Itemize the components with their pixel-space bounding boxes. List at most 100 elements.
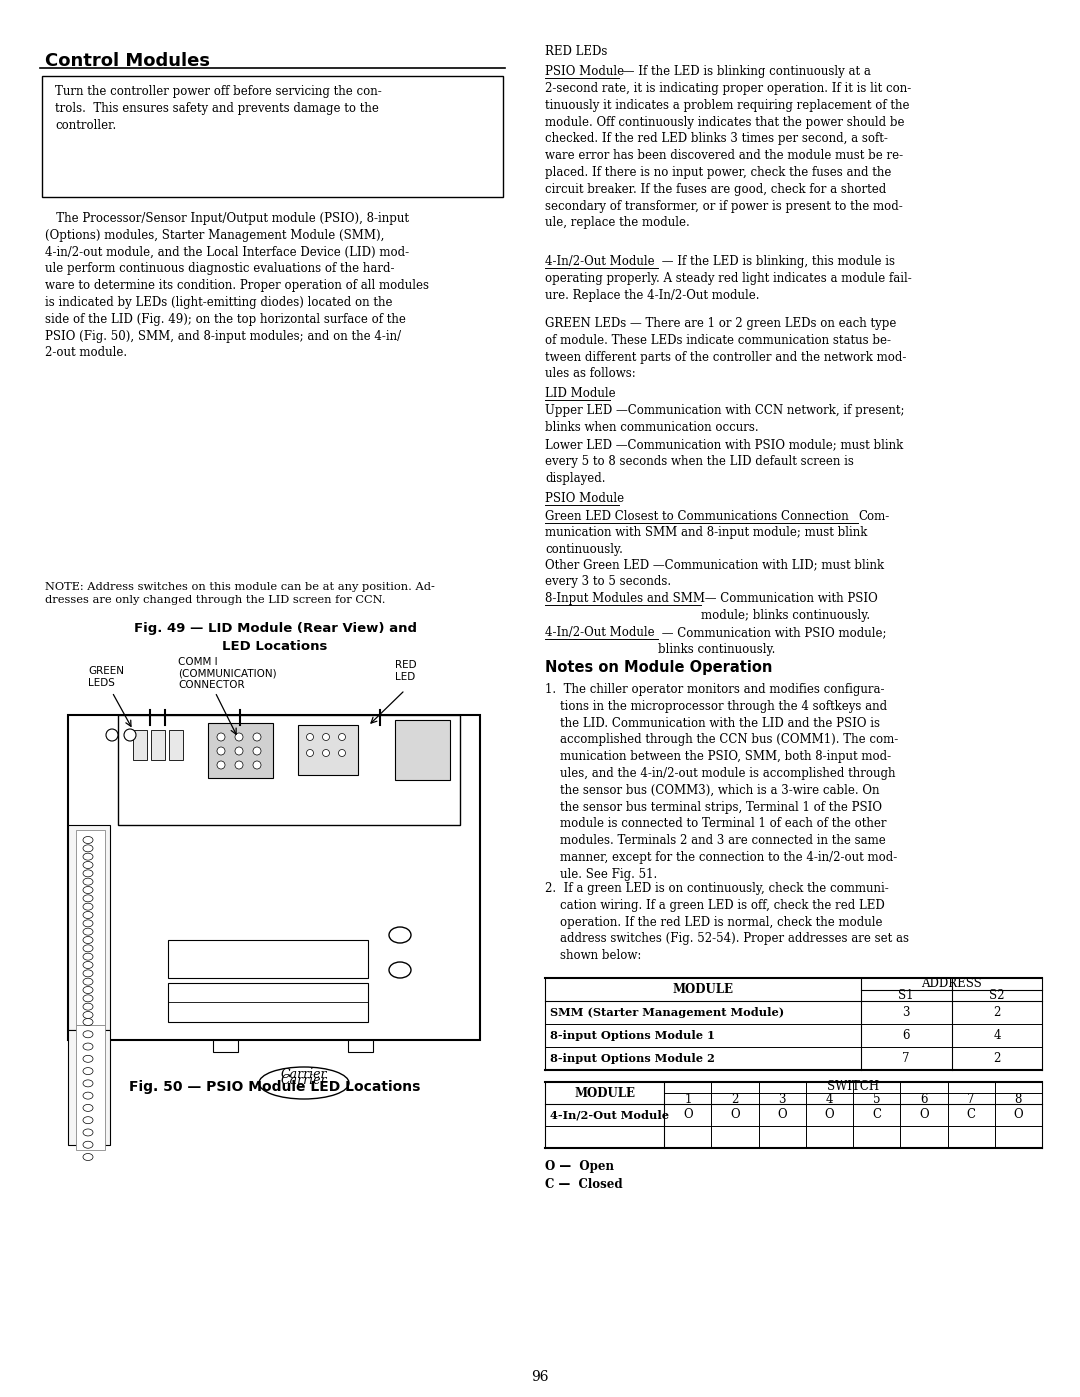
Ellipse shape — [389, 963, 411, 978]
Ellipse shape — [83, 870, 93, 877]
Ellipse shape — [83, 845, 93, 852]
Text: Fig. 50 — PSIO Module LED Locations: Fig. 50 — PSIO Module LED Locations — [130, 1080, 421, 1094]
Ellipse shape — [235, 747, 243, 754]
Bar — [76, 1025, 105, 1150]
Text: PSIO Module: PSIO Module — [545, 66, 624, 78]
Text: Carrier: Carrier — [281, 1069, 327, 1081]
Text: 4: 4 — [994, 1030, 1001, 1042]
Text: PSIO Module: PSIO Module — [545, 492, 624, 504]
Text: 1.  The chiller operator monitors and modifies configura-
    tions in the micro: 1. The chiller operator monitors and mod… — [545, 683, 899, 880]
Text: 96: 96 — [531, 1370, 549, 1384]
Ellipse shape — [323, 750, 329, 757]
Text: The Processor/Sensor Input/Output module (PSIO), 8-input
(Options) modules, Star: The Processor/Sensor Input/Output module… — [45, 212, 429, 359]
Ellipse shape — [338, 750, 346, 757]
Ellipse shape — [83, 1092, 93, 1099]
Ellipse shape — [83, 1018, 93, 1025]
Text: — Communication with PSIO module;
blinks continuously.: — Communication with PSIO module; blinks… — [658, 626, 887, 655]
Ellipse shape — [83, 1003, 93, 1010]
Ellipse shape — [253, 761, 261, 768]
Text: S1: S1 — [899, 989, 914, 1003]
Ellipse shape — [83, 1154, 93, 1161]
Text: 3: 3 — [779, 1092, 786, 1105]
Text: 2-second rate, it is indicating proper operation. If it is lit con-
tinuously it: 2-second rate, it is indicating proper o… — [545, 82, 912, 229]
Ellipse shape — [235, 761, 243, 768]
Bar — [42, 75, 503, 197]
Text: 7: 7 — [968, 1092, 975, 1105]
Text: Notes on Module Operation: Notes on Module Operation — [545, 659, 772, 675]
Text: Fig. 49 — LID Module (Rear View) and: Fig. 49 — LID Module (Rear View) and — [134, 622, 417, 636]
Ellipse shape — [83, 1011, 93, 1018]
Text: S2: S2 — [989, 989, 1004, 1003]
Text: Com-: Com- — [858, 510, 889, 522]
Text: Turn the controller power off before servicing the con-
trols.  This ensures saf: Turn the controller power off before ser… — [55, 85, 381, 131]
Text: — If the LED is blinking, this module is: — If the LED is blinking, this module is — [658, 256, 895, 268]
Bar — [298, 725, 357, 775]
Ellipse shape — [83, 879, 93, 886]
Text: 1: 1 — [685, 1092, 691, 1105]
Text: 6: 6 — [920, 1092, 928, 1105]
Text: 3: 3 — [902, 1006, 909, 1018]
Text: COMM I
(COMMUNICATION)
CONNECTOR: COMM I (COMMUNICATION) CONNECTOR — [178, 657, 276, 690]
Text: Green LED Closest to Communications Connection: Green LED Closest to Communications Conn… — [545, 510, 849, 522]
Ellipse shape — [323, 733, 329, 740]
Ellipse shape — [83, 1055, 93, 1062]
Ellipse shape — [83, 862, 93, 869]
Ellipse shape — [83, 986, 93, 993]
Text: 2.  If a green LED is on continuously, check the communi-
    cation wiring. If : 2. If a green LED is on continuously, ch… — [545, 882, 909, 963]
Ellipse shape — [83, 854, 93, 861]
Text: operating properly. A steady red light indicates a module fail-
ure. Replace the: operating properly. A steady red light i… — [545, 272, 912, 302]
Bar — [68, 826, 110, 1030]
Ellipse shape — [83, 928, 93, 935]
Ellipse shape — [83, 961, 93, 968]
Text: C: C — [967, 1108, 975, 1122]
Text: 2: 2 — [731, 1092, 739, 1105]
Text: RED
LED: RED LED — [395, 659, 417, 682]
Text: O: O — [683, 1108, 692, 1122]
Text: 4-In/2-Out Module: 4-In/2-Out Module — [550, 1109, 669, 1120]
Ellipse shape — [83, 1031, 93, 1038]
Text: MODULE: MODULE — [672, 983, 733, 996]
Text: — Communication with PSIO
module; blinks continuously.: — Communication with PSIO module; blinks… — [701, 592, 878, 622]
Ellipse shape — [83, 1129, 93, 1136]
Ellipse shape — [83, 1141, 93, 1148]
Text: 5: 5 — [873, 1092, 880, 1105]
Text: O —  Open: O — Open — [545, 1160, 615, 1173]
Ellipse shape — [83, 904, 93, 911]
Ellipse shape — [83, 1116, 93, 1123]
Ellipse shape — [124, 729, 136, 740]
Text: 6: 6 — [902, 1030, 909, 1042]
Ellipse shape — [259, 1067, 349, 1099]
Ellipse shape — [83, 911, 93, 918]
Bar — [213, 1039, 238, 1052]
Text: 4-In/2-Out Module: 4-In/2-Out Module — [545, 626, 654, 638]
Bar — [151, 731, 165, 760]
Ellipse shape — [83, 1067, 93, 1074]
Text: O: O — [825, 1108, 835, 1122]
Bar — [168, 731, 183, 760]
Text: Lower LED —Communication with PSIO module; must blink
every 5 to 8 seconds when : Lower LED —Communication with PSIO modul… — [545, 439, 903, 485]
Ellipse shape — [83, 1105, 93, 1112]
Ellipse shape — [253, 733, 261, 740]
Text: ADDRESS: ADDRESS — [921, 977, 982, 989]
Text: GREEN LEDs — There are 1 or 2 green LEDs on each type
of module. These LEDs indi: GREEN LEDs — There are 1 or 2 green LEDs… — [545, 317, 906, 380]
Text: 4-In/2-Out Module: 4-In/2-Out Module — [545, 256, 654, 268]
Text: Other Green LED —Communication with LID; must blink
every 3 to 5 seconds.: Other Green LED —Communication with LID;… — [545, 557, 885, 588]
Text: GREEN
LEDS: GREEN LEDS — [87, 666, 124, 687]
Ellipse shape — [83, 978, 93, 985]
Bar — [76, 830, 105, 1025]
Text: 2: 2 — [994, 1006, 1001, 1018]
Ellipse shape — [83, 1080, 93, 1087]
Bar — [133, 731, 147, 760]
Bar — [68, 1030, 110, 1146]
Ellipse shape — [307, 750, 313, 757]
Ellipse shape — [83, 970, 93, 977]
Ellipse shape — [83, 1044, 93, 1051]
Bar — [168, 983, 368, 1023]
Ellipse shape — [83, 936, 93, 943]
Bar — [168, 940, 368, 978]
Ellipse shape — [217, 733, 225, 740]
Text: 8-input Options Module 2: 8-input Options Module 2 — [550, 1053, 715, 1065]
Text: — If the LED is blinking continuously at a: — If the LED is blinking continuously at… — [619, 66, 870, 78]
Ellipse shape — [307, 733, 313, 740]
Ellipse shape — [83, 895, 93, 902]
